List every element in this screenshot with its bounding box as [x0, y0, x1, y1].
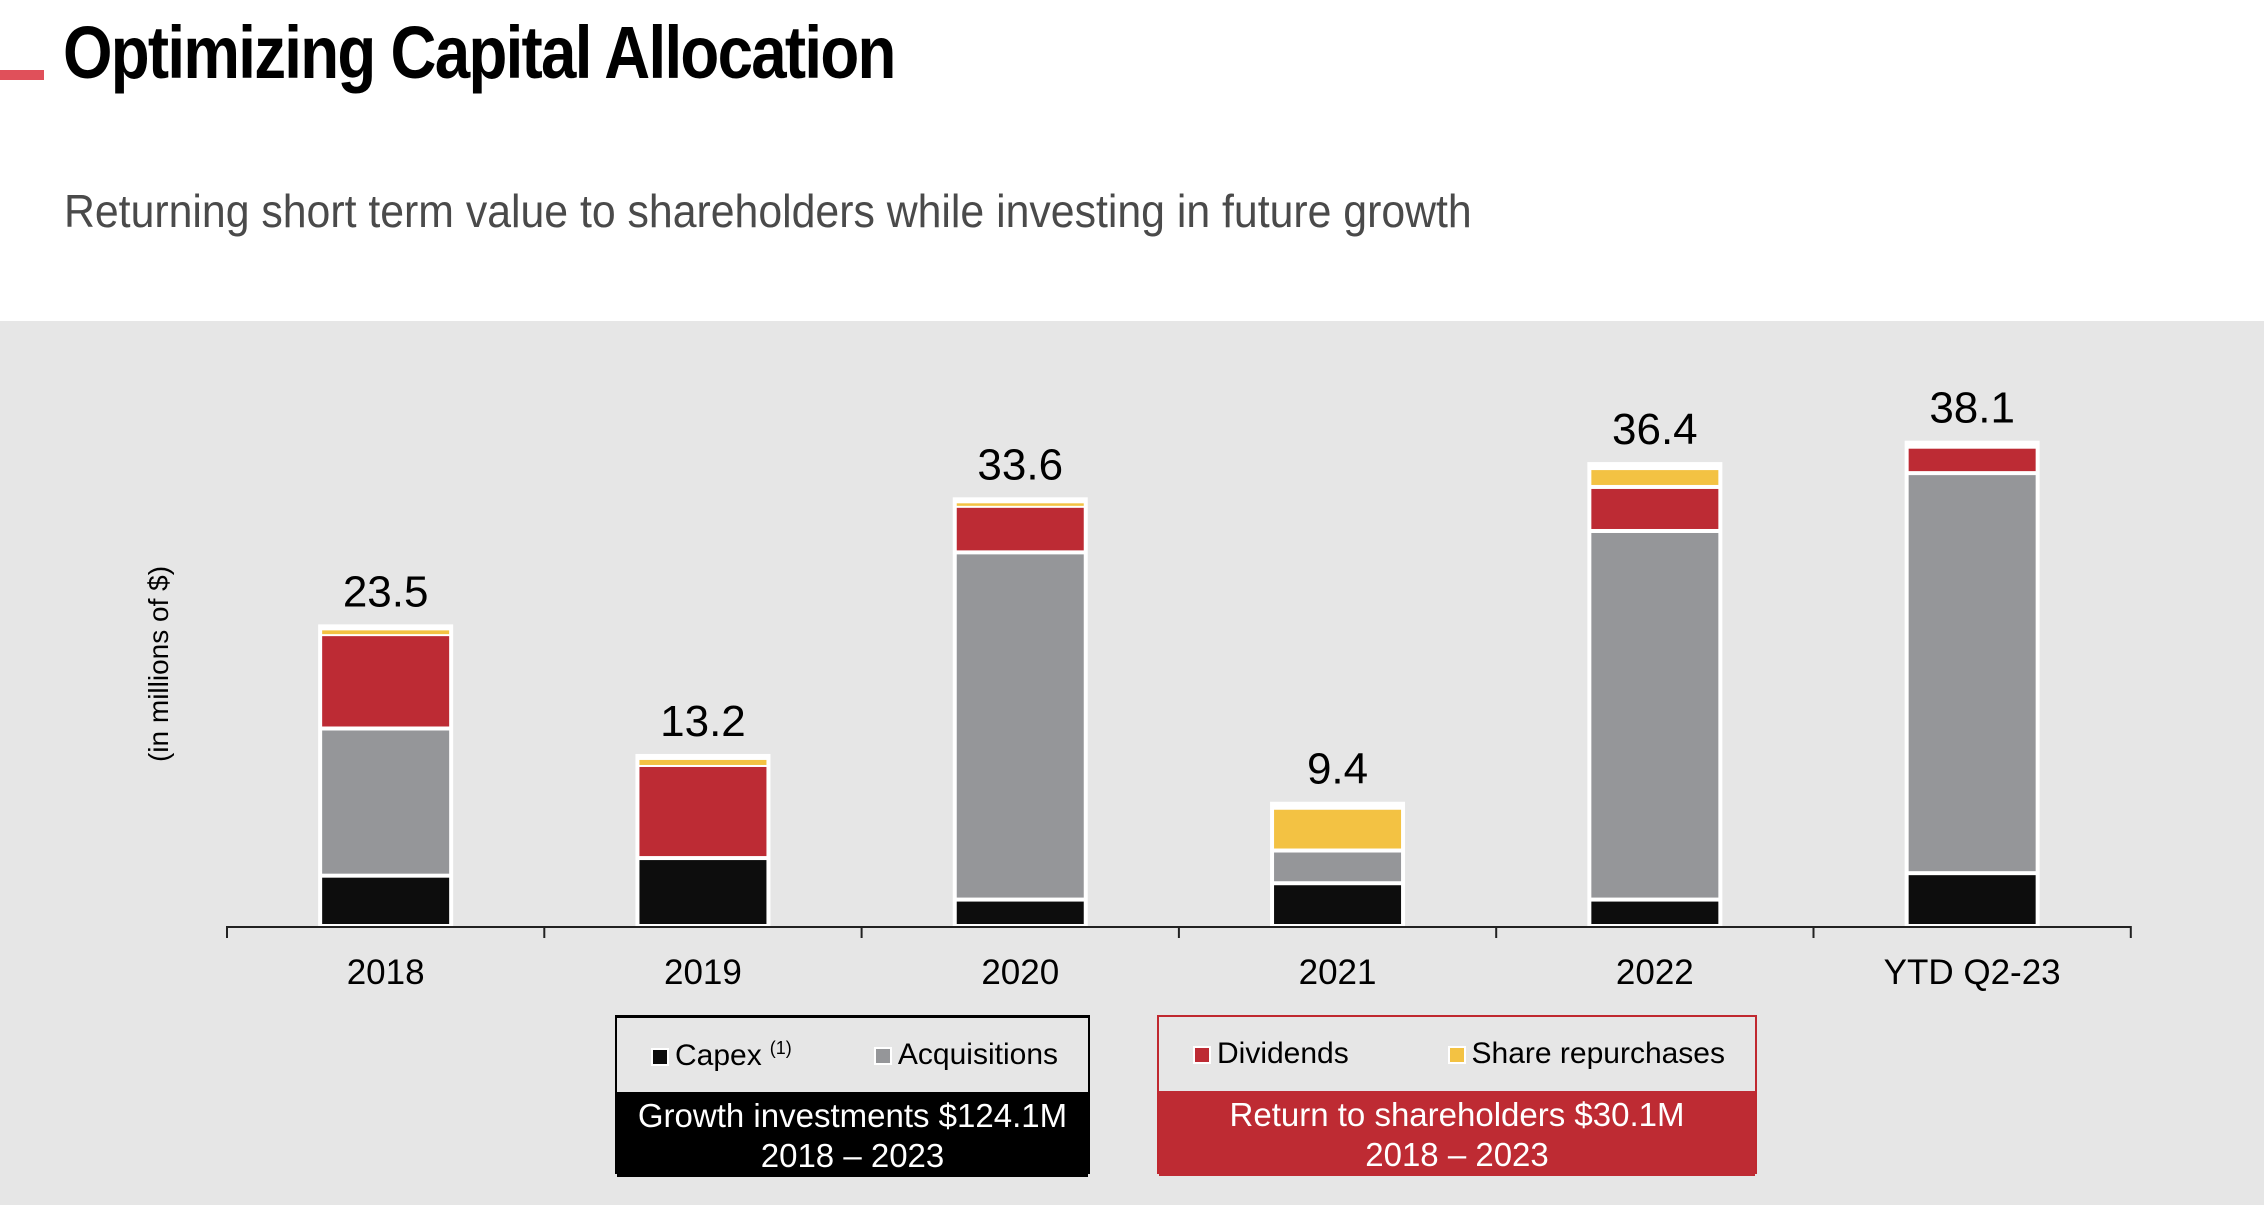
legend-item-share-repurchases: Share repurchases	[1447, 1037, 1725, 1071]
bar-segment-dividends	[956, 507, 1084, 551]
bar-segment-capex	[956, 901, 1084, 924]
legend-label-dividends: Dividends	[1217, 1037, 1349, 1070]
legend-label-share-repurchases: Share repurchases	[1471, 1037, 1725, 1070]
bar-segment-share-repurchases	[956, 503, 1084, 506]
legend-label-capex: Capex	[675, 1038, 762, 1072]
growth-investments-legend: Capex (1) Acquisitions Growth investments…	[615, 1015, 1090, 1177]
bar-total-label: 36.4	[1612, 405, 1698, 454]
bar-segment-capex	[1908, 875, 2036, 924]
return-period: 2018 – 2023	[1365, 1136, 1549, 1173]
legend-item-acquisitions: Acquisitions	[873, 1038, 1058, 1072]
bar-segment-acquisitions	[956, 554, 1084, 898]
bar-total-label: 23.5	[343, 567, 429, 616]
bar-segment-dividends	[322, 636, 450, 727]
capex-swatch	[651, 1047, 669, 1066]
bar-segment-acquisitions	[1908, 475, 2036, 872]
bar-segment-share-repurchases	[322, 630, 450, 635]
bar-segment-capex	[1591, 901, 1719, 924]
growth-period: 2018 – 2023	[760, 1137, 945, 1174]
bar-segment-capex	[1274, 885, 1402, 924]
bar-segment-acquisitions	[322, 730, 450, 874]
return-to-shareholders-legend: Dividends Share repurchases Return to sh…	[1157, 1015, 1757, 1176]
page-subtitle: Returning short term value to shareholde…	[64, 185, 1472, 237]
growth-summary: Growth investments $124.1M	[637, 1097, 1068, 1134]
legend-label-acquisitions: Acquisitions	[897, 1038, 1058, 1071]
x-tick-label: 2021	[1299, 953, 1377, 992]
bar-segment-share-repurchases	[1591, 470, 1719, 485]
page-title: Optimizing Capital Allocation	[63, 11, 896, 94]
legend-item-capex: Capex (1)	[651, 1038, 792, 1073]
acquisitions-swatch	[873, 1047, 892, 1066]
return-summary: Return to shareholders $30.1M	[1229, 1096, 1685, 1133]
capex-footnote: (1)	[769, 1037, 792, 1058]
dividends-swatch	[1193, 1046, 1211, 1065]
x-tick-label: 2022	[1616, 953, 1694, 992]
y-axis-label: (in millions of $)	[143, 566, 174, 762]
bar-segment-acquisitions	[1274, 852, 1402, 882]
x-tick-label: 2019	[664, 953, 742, 992]
bar-segment-share-repurchases	[639, 759, 767, 765]
title-accent-bar	[0, 70, 44, 80]
bar-segment-capex	[322, 877, 450, 924]
bar-total-label: 9.4	[1307, 745, 1368, 794]
bar-segment-dividends	[1591, 488, 1719, 529]
legend-item-dividends: Dividends	[1193, 1037, 1349, 1071]
bar-segment-dividends	[639, 766, 767, 857]
bar-segment-acquisitions	[1591, 532, 1719, 898]
bar-total-label: 33.6	[977, 440, 1063, 489]
bar-segment-capex	[639, 860, 767, 924]
x-tick-label: YTD Q2-23	[1884, 953, 2061, 992]
bar-segment-share-repurchases	[1274, 809, 1402, 849]
x-tick-label: 2018	[347, 953, 425, 992]
x-tick-label: 2020	[981, 953, 1059, 992]
share-repurchases-swatch	[1447, 1046, 1466, 1065]
bar-total-label: 38.1	[1929, 384, 2015, 433]
bar-segment-dividends	[1908, 448, 2036, 472]
bar-total-label: 13.2	[660, 697, 746, 746]
